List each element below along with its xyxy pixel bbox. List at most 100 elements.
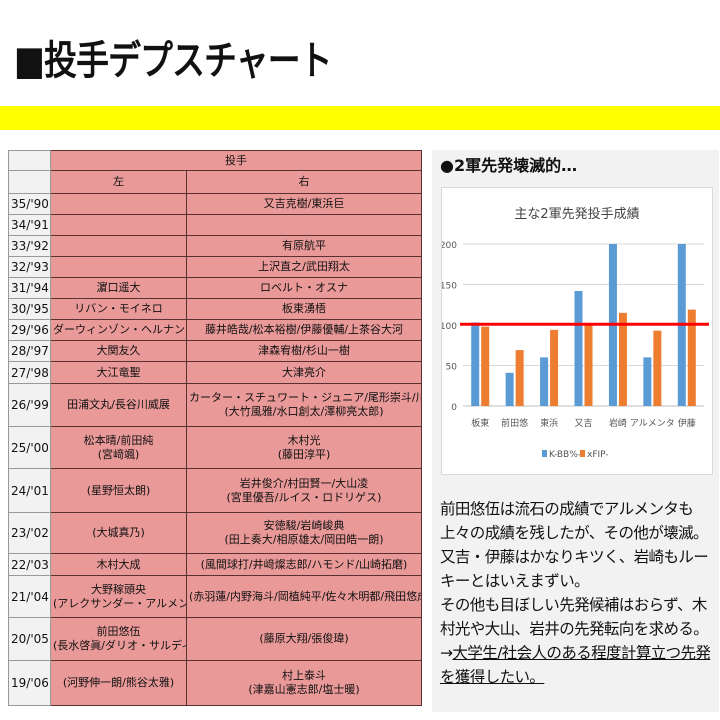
pitcher-names: 又吉克樹/東浜巨	[263, 197, 345, 210]
left-pitchers-cell	[50, 193, 187, 215]
table-row: 35/'90 又吉克樹/東浜巨	[8, 193, 422, 215]
pitcher-names: (アレクサンダー・アルメンタ)	[53, 596, 186, 610]
pitcher-names: 村上泰斗	[282, 669, 326, 682]
table-row: 30/'95 リバン・モイネロ 板東湧梧	[8, 298, 422, 320]
right-pitchers-cell: (風間球打/井﨑燦志郎/ハモンド/山崎拓磨)	[186, 553, 422, 576]
bar-xfip	[550, 329, 559, 406]
right-pitchers-cell: 津森宥樹/杉山一樹	[186, 340, 422, 362]
y-tick-label: 100	[442, 322, 457, 332]
age-year-cell: 32/'93	[8, 256, 51, 278]
arrow: →	[440, 644, 453, 662]
pitcher-names: 木村大成	[96, 557, 141, 571]
bar-k-bb	[505, 372, 514, 406]
left-handed-header: 左	[50, 170, 187, 194]
pitcher-names: 大野稼頭央	[91, 582, 146, 596]
page-title: ■投手デプスチャート	[14, 38, 332, 84]
corner-cell	[8, 170, 51, 194]
bar-k-bb	[471, 322, 480, 406]
left-pitchers-cell	[50, 214, 187, 236]
age-year-cell: 19/'06	[8, 660, 51, 706]
left-pitchers-cell: 大野稼頭央(アレクサンダー・アルメンタ)	[50, 575, 187, 618]
bar-k-bb	[574, 290, 583, 406]
depth-chart-table: 投手 左 右 35/'90 又吉克樹/東浜巨 34/'91 33/'92 有原航平 32/…	[8, 150, 422, 706]
left-pitchers-cell: リバン・モイネロ	[50, 298, 187, 320]
pitcher-names: (藤田淳平)	[277, 447, 331, 461]
x-tick-label: 前田悠	[501, 417, 528, 429]
age-year-cell: 25/'00	[8, 426, 51, 469]
left-pitchers-cell: 大江竜聖	[50, 361, 187, 384]
right-pitchers-cell	[186, 214, 422, 236]
age-year-cell: 30/'95	[8, 298, 51, 320]
pitcher-names: カーター・スチュワート・ジュニア/尾形崇斗/川口冬弥	[189, 391, 421, 404]
age-year-cell: 21/'04	[8, 575, 51, 618]
pitcher-names: (大竹風雅/水口創太/澤柳亮太郎)	[224, 405, 384, 418]
age-year-cell: 24/'01	[8, 468, 51, 513]
table-row: 26/'99 田浦文丸/長谷川威展 カーター・スチュワート・ジュニア/尾形崇斗/川口…	[8, 383, 422, 427]
pitcher-names: (河野伸一朗/熊谷太雅)	[62, 676, 175, 689]
table-row: 34/'91	[8, 214, 422, 236]
x-tick-label: 伊藤	[678, 417, 696, 429]
pitcher-names: リバン・モイネロ	[74, 302, 163, 315]
pitcher-names: (大城真乃)	[92, 526, 145, 539]
right-pitchers-cell: 藤井皓哉/松本裕樹/伊藤優輔/上茶谷大河	[186, 319, 422, 341]
age-year-cell: 23/'02	[8, 512, 51, 554]
x-tick-label: 岩崎	[609, 417, 627, 429]
left-pitchers-cell: 大関友久	[50, 340, 187, 362]
table-row: 22/'03 木村大成 (風間球打/井﨑燦志郎/ハモンド/山崎拓磨)	[8, 553, 422, 576]
pitcher-names: 木村光	[287, 433, 321, 447]
pitcher-names: (藤原大翔/張俊瑋)	[259, 632, 349, 645]
pitcher-names: 上沢直之/武田翔太	[258, 260, 350, 273]
left-pitchers-cell: 田浦文丸/長谷川威展	[50, 383, 187, 427]
pitcher-names: (赤羽蓮/内野海斗/岡植純平/佐々木明都/飛田悠成)	[189, 589, 422, 603]
age-year-cell: 20/'05	[8, 617, 51, 661]
table-row: 24/'01 (星野恒太朗) 岩井俊介/村田賢一/大山凌 (宮里優吾/ルイス・ロドリゲ…	[8, 468, 422, 513]
commentary: 前田悠伍は流石の成績でアルメンタも上々の成績を残したが、その他が壊滅。又吉・伊藤…	[440, 497, 715, 689]
left-pitchers-cell: (星野恒太朗)	[50, 468, 187, 513]
right-pitchers-cell: 大津亮介	[186, 361, 422, 384]
legend-label: xFIP-	[587, 450, 609, 460]
age-year-cell: 28/'97	[8, 340, 51, 362]
bar-xfip	[653, 330, 662, 406]
right-pitchers-cell: 又吉克樹/東浜巨	[186, 193, 422, 215]
table-row: 20/'05 前田悠伍 (長水啓眞/ダリオ・サルディ) (藤原大翔/張俊瑋)	[8, 617, 422, 661]
x-tick-label: アルメンタ	[630, 418, 675, 429]
legend-swatch	[580, 450, 585, 457]
age-year-cell: 31/'94	[8, 277, 51, 299]
age-year-cell: 33/'92	[8, 235, 51, 257]
right-pitchers-cell: 有原航平	[186, 235, 422, 257]
table-row: 32/'93 上沢直之/武田翔太	[8, 256, 422, 278]
chart-title: 主な2軍先発投手成績	[514, 206, 639, 222]
right-pitchers-cell: 木村光 (藤田淳平)	[186, 426, 422, 469]
y-tick-label: 200	[442, 241, 457, 251]
left-pitchers-cell: (大城真乃)	[50, 512, 187, 554]
pitcher-names: 大津亮介	[282, 365, 326, 379]
x-tick-label: 板東	[471, 417, 489, 429]
bar-k-bb	[643, 357, 652, 406]
pitcher-names: 濵口遥大	[96, 281, 141, 294]
bar-xfip	[584, 324, 593, 406]
commentary-conclusion: →大学生/社会人のある程度計算立つ先発を獲得したい。	[440, 641, 715, 689]
age-year-cell: 27/'98	[8, 361, 51, 384]
left-pitchers-cell: 木村大成	[50, 553, 187, 576]
pitcher-names: (宮里優吾/ルイス・ロドリゲス)	[226, 490, 382, 504]
right-pitchers-cell: 安徳駿/岩崎峻典 (田上奏大/相原雄太/岡田皓一朗)	[186, 512, 422, 554]
left-pitchers-cell: (河野伸一朗/熊谷太雅)	[50, 660, 187, 706]
pitcher-header: 投手	[50, 150, 422, 171]
left-pitchers-cell	[50, 256, 187, 278]
age-year-cell: 26/'99	[8, 383, 51, 427]
pitcher-names: (長水啓眞/ダリオ・サルディ)	[53, 639, 187, 652]
left-pitchers-cell: 松本晴/前田純 (宮﨑颯)	[50, 426, 187, 469]
x-tick-label: 又吉	[574, 418, 592, 429]
left-pitchers-cell: ダーウィンゾン・ヘルナンデス	[50, 319, 187, 341]
bar-xfip	[687, 309, 696, 406]
section-heading: ●2軍先発壊滅的…	[440, 156, 578, 175]
right-pitchers-cell: 岩井俊介/村田賢一/大山凌 (宮里優吾/ルイス・ロドリゲス)	[186, 468, 422, 513]
pitcher-names: (田上奏大/相原雄太/岡田皓一朗)	[224, 533, 384, 546]
pitcher-names: 安徳駿/岩崎峻典	[263, 519, 345, 532]
table-row: 21/'04大野稼頭央(アレクサンダー・アルメンタ)(赤羽蓮/内野海斗/岡植純平…	[8, 575, 422, 618]
pitcher-names: 田浦文丸/長谷川威展	[67, 398, 170, 411]
y-tick-label: 0	[451, 403, 457, 413]
left-pitchers-cell: 前田悠伍 (長水啓眞/ダリオ・サルディ)	[50, 617, 187, 661]
pitcher-names: 津森宥樹/杉山一樹	[258, 344, 350, 357]
